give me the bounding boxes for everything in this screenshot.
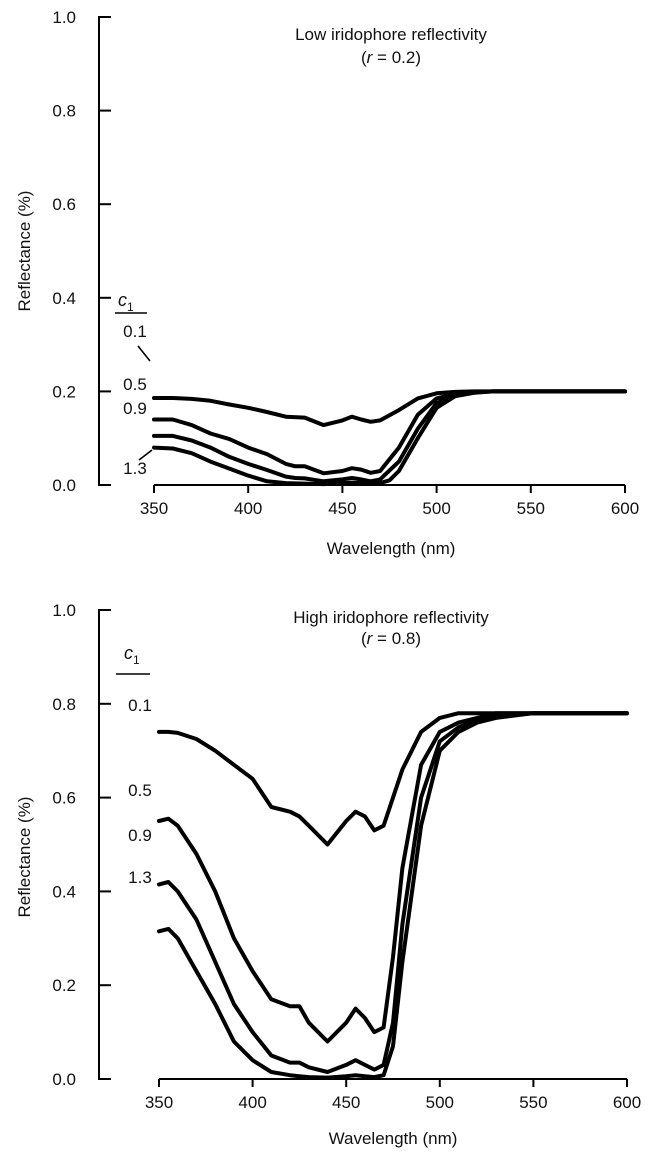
series-line-c1-1.3	[152, 389, 627, 487]
x-tick-label: 500	[422, 499, 450, 518]
series-label: 1.3	[123, 459, 147, 478]
subtitle-open: (	[361, 629, 367, 648]
series-label-leader	[138, 449, 153, 461]
y-axis-label: Reflectance (%)	[15, 191, 34, 312]
y-tick-label: 0.4	[52, 289, 76, 308]
legend-subscript: 1	[133, 653, 140, 667]
series-label: 0.5	[123, 375, 147, 394]
subtitle-rest: = 0.8)	[372, 629, 421, 648]
y-axis-label: Reflectance (%)	[15, 797, 34, 918]
y-tick-label: 0.0	[52, 1070, 76, 1089]
low-reflectivity-panel: Low iridophore reflectivity (r = 0.2) Re…	[15, 8, 639, 558]
series-line-c1-0.1	[157, 711, 629, 847]
y-tick-label: 1.0	[52, 8, 76, 27]
panel-subtitle: (r = 0.8)	[361, 629, 421, 648]
legend-header: c1	[116, 643, 150, 675]
series-line-c1-1.3	[157, 711, 629, 1080]
x-tick-label: 600	[613, 1093, 641, 1112]
series-label: 0.5	[128, 781, 152, 800]
series-label: 0.1	[128, 696, 152, 715]
x-axis-label: Wavelength (nm)	[327, 539, 456, 558]
y-tick-label: 1.0	[52, 601, 76, 620]
y-tick-label: 0.0	[52, 476, 76, 495]
subtitle-rest: = 0.2)	[372, 48, 421, 67]
series-label: 0.1	[123, 322, 147, 341]
x-axis-label: Wavelength (nm)	[329, 1129, 458, 1148]
legend-header: c1	[115, 290, 147, 314]
series-line-c1-0.1	[152, 389, 627, 428]
subtitle-open: (	[361, 48, 367, 67]
series-line-c1-0.9	[157, 711, 629, 1074]
legend-header-label: c1	[124, 643, 140, 667]
y-tick-label: 0.8	[52, 102, 76, 121]
legend-header-label: c1	[118, 290, 134, 314]
series-label: 0.9	[123, 399, 147, 418]
y-tick-label: 0.8	[52, 695, 76, 714]
legend-variable: c	[118, 290, 127, 310]
x-tick-label: 450	[332, 1093, 360, 1112]
y-tick-label: 0.4	[52, 882, 76, 901]
y-tick-label: 0.6	[52, 789, 76, 808]
x-tick-label: 600	[611, 499, 639, 518]
series-line-c1-0.5	[157, 711, 629, 1044]
series-label: 0.9	[128, 826, 152, 845]
panel-subtitle: (r = 0.2)	[361, 48, 421, 67]
x-tick-label: 350	[145, 1093, 173, 1112]
x-tick-label: 400	[234, 499, 262, 518]
x-tick-label: 550	[519, 1093, 547, 1112]
panel-title: Low iridophore reflectivity	[295, 25, 487, 44]
subtitle-variable: r	[367, 48, 374, 67]
x-tick-label: 450	[328, 499, 356, 518]
x-tick-label: 400	[238, 1093, 266, 1112]
y-tick-label: 0.6	[52, 195, 76, 214]
high-reflectivity-panel: High iridophore reflectivity (r = 0.8) R…	[15, 601, 641, 1148]
y-tick-label: 0.2	[52, 976, 76, 995]
subtitle-variable: r	[367, 629, 374, 648]
y-tick-label: 0.2	[52, 382, 76, 401]
series-label: 1.3	[128, 868, 152, 887]
series-label-leader	[137, 345, 151, 362]
x-tick-label: 350	[140, 499, 168, 518]
x-tick-label: 500	[426, 1093, 454, 1112]
legend-subscript: 1	[127, 300, 134, 314]
legend-variable: c	[124, 643, 133, 663]
x-tick-label: 550	[517, 499, 545, 518]
panel-title: High iridophore reflectivity	[293, 608, 489, 627]
